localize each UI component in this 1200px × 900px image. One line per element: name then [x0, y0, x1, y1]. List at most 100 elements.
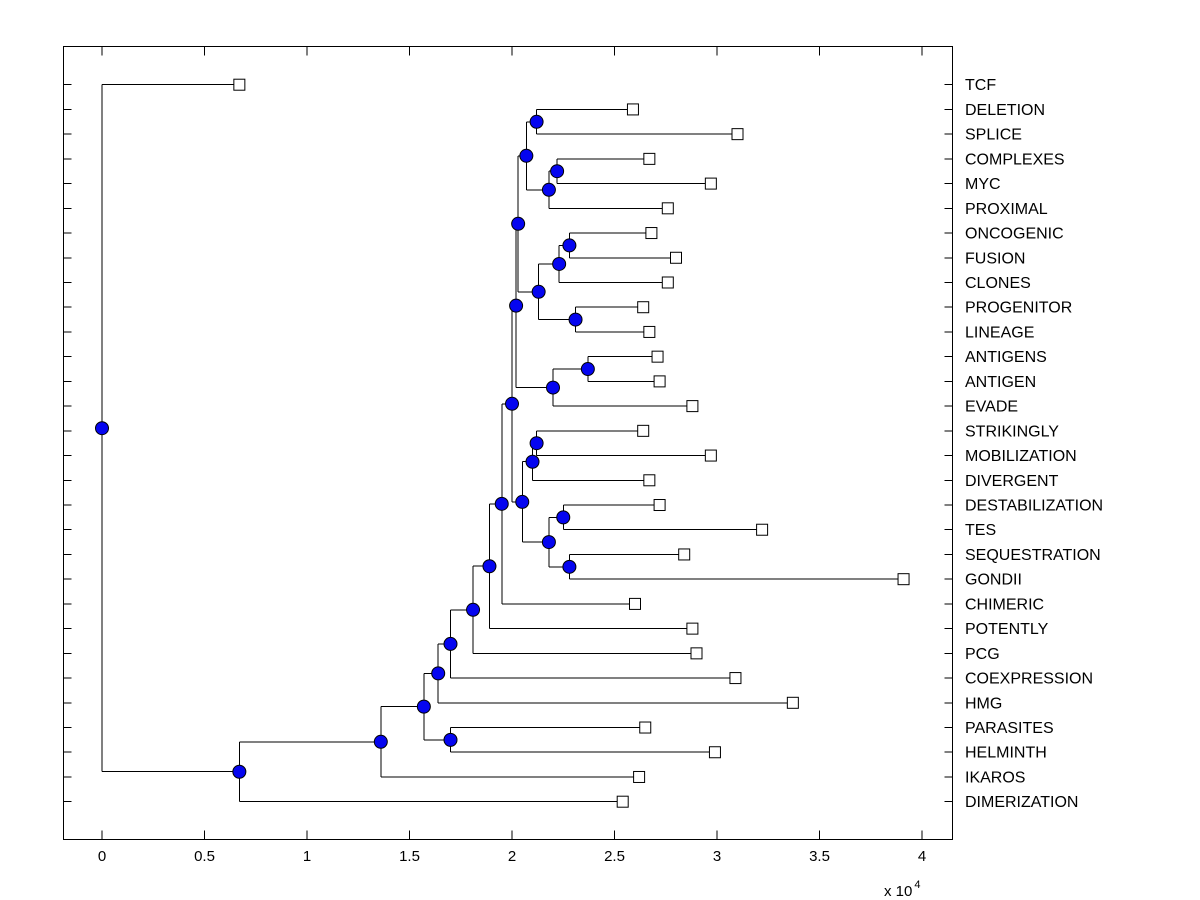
leaf-label: CLONES	[965, 275, 1031, 292]
leaf-label: DIMERIZATION	[965, 794, 1078, 811]
leaf-node-marker[interactable]	[637, 424, 650, 437]
internal-node-marker[interactable]	[232, 764, 247, 779]
internal-node-marker[interactable]	[443, 636, 458, 651]
internal-node-marker[interactable]	[541, 535, 556, 550]
leaf-node-marker[interactable]	[653, 375, 666, 388]
x-tick-label: 0	[98, 848, 106, 865]
leaf-label: DESTABILIZATION	[965, 498, 1103, 515]
leaf-label: CHIMERIC	[965, 596, 1044, 613]
internal-node-marker[interactable]	[552, 256, 567, 271]
internal-node-marker[interactable]	[466, 602, 481, 617]
internal-node-marker[interactable]	[505, 396, 519, 411]
internal-node-marker[interactable]	[373, 734, 388, 749]
leaf-label: COEXPRESSION	[965, 671, 1093, 688]
internal-node-marker[interactable]	[550, 164, 565, 179]
leaf-node-marker[interactable]	[786, 696, 799, 709]
internal-node-marker[interactable]	[525, 454, 540, 469]
leaf-label: ONCOGENIC	[965, 226, 1064, 243]
leaf-node-marker[interactable]	[756, 523, 769, 536]
leaf-node-marker[interactable]	[639, 721, 652, 734]
internal-node-marker[interactable]	[416, 699, 431, 714]
x-tick-label: 1	[303, 848, 311, 865]
leaf-node-marker[interactable]	[643, 325, 656, 338]
leaf-node-marker[interactable]	[643, 152, 656, 165]
internal-node-marker[interactable]	[580, 362, 595, 377]
leaf-label: GONDII	[965, 572, 1022, 589]
leaf-node-marker[interactable]	[633, 770, 646, 783]
leaf-label: ANTIGEN	[965, 374, 1036, 391]
leaf-node-marker[interactable]	[678, 548, 691, 561]
leaf-node-marker[interactable]	[690, 647, 703, 660]
internal-node-marker[interactable]	[556, 510, 571, 525]
internal-node-marker[interactable]	[95, 421, 109, 436]
leaf-label: MYC	[965, 176, 1001, 193]
internal-node-marker[interactable]	[568, 312, 583, 327]
leaf-label: HELMINTH	[965, 745, 1047, 762]
internal-node-marker[interactable]	[531, 284, 546, 299]
leaf-label: COMPLEXES	[965, 151, 1065, 168]
leaf-node-marker[interactable]	[629, 597, 641, 610]
internal-node-marker[interactable]	[511, 216, 526, 231]
internal-node-marker[interactable]	[515, 494, 530, 509]
internal-node-marker[interactable]	[509, 298, 524, 313]
leaf-label: STRIKINGLY	[965, 423, 1059, 440]
leaf-node-marker[interactable]	[626, 103, 639, 116]
x-tick-label: 4	[918, 848, 926, 865]
leaf-label: PROXIMAL	[965, 201, 1048, 218]
leaf-node-marker[interactable]	[643, 474, 656, 487]
leaf-label: PROGENITOR	[965, 300, 1072, 317]
leaf-label: SPLICE	[965, 127, 1022, 144]
internal-node-marker[interactable]	[431, 666, 446, 681]
leaf-node-marker[interactable]	[661, 276, 674, 289]
leaf-node-marker[interactable]	[704, 177, 717, 190]
x-tick-label: 2	[508, 848, 516, 865]
internal-node-marker[interactable]	[541, 182, 556, 197]
axis-scale-label: x 10 4	[884, 879, 920, 900]
leaf-label: DIVERGENT	[965, 473, 1059, 490]
leaf-label: PCG	[965, 646, 1000, 663]
leaf-label: HMG	[965, 695, 1002, 712]
internal-node-marker[interactable]	[562, 238, 577, 253]
internal-node-marker[interactable]	[529, 114, 544, 129]
leaf-node-marker[interactable]	[233, 78, 246, 91]
internal-node-marker[interactable]	[482, 559, 497, 574]
leaf-label: ANTIGENS	[965, 349, 1047, 366]
internal-node-marker[interactable]	[519, 148, 534, 163]
leaf-label: LINEAGE	[965, 324, 1034, 341]
internal-node-marker[interactable]	[562, 559, 577, 574]
x-tick-label: 1.5	[399, 848, 420, 865]
leaf-node-marker[interactable]	[704, 449, 717, 462]
leaf-node-marker[interactable]	[645, 227, 658, 240]
leaf-label: FUSION	[965, 250, 1025, 267]
leaf-label: TES	[965, 522, 996, 539]
leaf-node-marker[interactable]	[686, 400, 699, 413]
leaf-node-marker[interactable]	[661, 202, 674, 215]
leaf-label: DELETION	[965, 102, 1045, 119]
x-tick-label: 3.5	[809, 848, 830, 865]
leaf-label: IKAROS	[965, 769, 1025, 786]
leaf-node-marker[interactable]	[653, 499, 666, 512]
leaf-label: TCF	[965, 77, 996, 94]
x-tick-label: 3	[713, 848, 721, 865]
leaf-node-marker[interactable]	[616, 795, 629, 808]
internal-node-marker[interactable]	[494, 496, 509, 511]
leaf-node-marker[interactable]	[651, 350, 664, 363]
leaf-label: EVADE	[965, 399, 1018, 416]
internal-node-marker[interactable]	[443, 732, 458, 747]
leaf-node-marker[interactable]	[637, 301, 650, 314]
leaf-node-marker[interactable]	[686, 622, 699, 635]
leaf-label: SEQUESTRATION	[965, 547, 1101, 564]
plot-box	[63, 46, 953, 840]
leaf-label: POTENTLY	[965, 621, 1049, 638]
leaf-node-marker[interactable]	[897, 573, 910, 586]
leaf-node-marker[interactable]	[708, 746, 721, 759]
x-tick-label: 2.5	[604, 848, 625, 865]
internal-node-marker[interactable]	[546, 380, 560, 395]
x-tick-label: 0.5	[194, 848, 215, 865]
internal-node-marker[interactable]	[529, 436, 544, 451]
leaf-node-marker[interactable]	[670, 251, 682, 264]
leaf-node-marker[interactable]	[729, 672, 742, 685]
leaf-node-marker[interactable]	[731, 128, 744, 141]
